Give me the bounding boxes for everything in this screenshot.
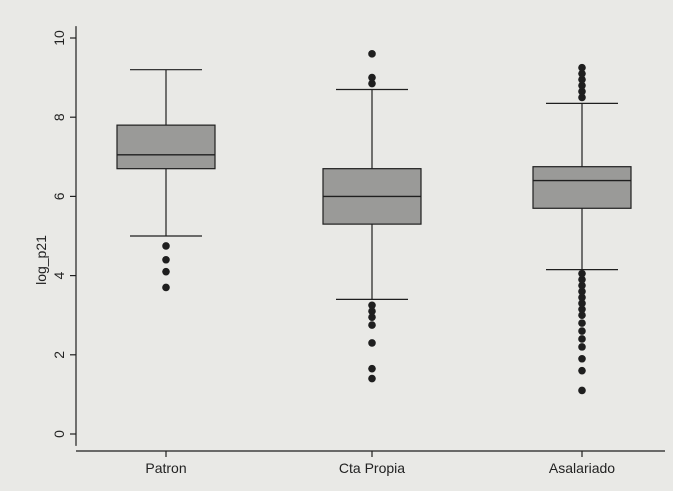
outlier-point — [578, 275, 586, 284]
y-tick-label: 8 — [51, 113, 67, 121]
outlier-point — [368, 73, 376, 82]
outlier-point — [368, 321, 376, 329]
outlier-point — [578, 281, 586, 290]
outlier-point — [368, 301, 376, 310]
y-axis-label: log_p21 — [33, 235, 49, 285]
box-group — [322, 50, 422, 383]
outlier-point — [368, 307, 376, 316]
axes: 0 2 4 6 8 10 Patron Cta Propia Asalariado — [51, 26, 665, 476]
outlier-point — [578, 319, 586, 327]
box-group — [532, 63, 632, 395]
outlier-point — [368, 79, 376, 88]
outlier-point — [578, 87, 586, 96]
x-tick-label: Patron — [145, 460, 186, 476]
outlier-point — [578, 75, 586, 84]
outlier-point — [578, 311, 586, 320]
outlier-point — [578, 305, 586, 314]
y-tick-label: 4 — [51, 271, 67, 279]
outlier-point — [368, 374, 376, 383]
outlier-point — [162, 255, 170, 264]
outlier-point — [368, 339, 376, 347]
outlier-point — [578, 343, 586, 351]
x-tick-label: Asalariado — [549, 460, 615, 476]
outlier-point — [578, 386, 586, 395]
box — [116, 124, 216, 170]
outlier-point — [578, 335, 586, 343]
outlier-point — [578, 366, 586, 375]
plot-marks — [116, 50, 632, 395]
y-tick-label: 6 — [51, 192, 67, 200]
y-tick-label: 0 — [51, 430, 67, 438]
outlier-point — [578, 269, 586, 278]
box — [532, 166, 632, 209]
outlier-point — [578, 69, 586, 78]
outlier-point — [162, 242, 170, 250]
box-group — [116, 69, 216, 292]
outlier-point — [368, 313, 376, 321]
outlier-point — [578, 327, 586, 335]
outlier-point — [578, 81, 586, 90]
outlier-point — [162, 267, 170, 276]
outlier-point — [578, 63, 586, 72]
y-tick-label: 2 — [51, 351, 67, 359]
x-tick-label: Cta Propia — [339, 460, 405, 476]
outlier-point — [578, 299, 586, 308]
outlier-point — [368, 364, 376, 373]
outlier-point — [578, 93, 586, 102]
axis-labels: log_p21 — [33, 235, 49, 285]
outlier-point — [368, 50, 376, 58]
y-tick-label: 10 — [51, 30, 67, 46]
outlier-point — [578, 293, 586, 302]
outlier-point — [162, 283, 170, 292]
outlier-point — [578, 354, 586, 363]
outlier-point — [578, 287, 586, 296]
